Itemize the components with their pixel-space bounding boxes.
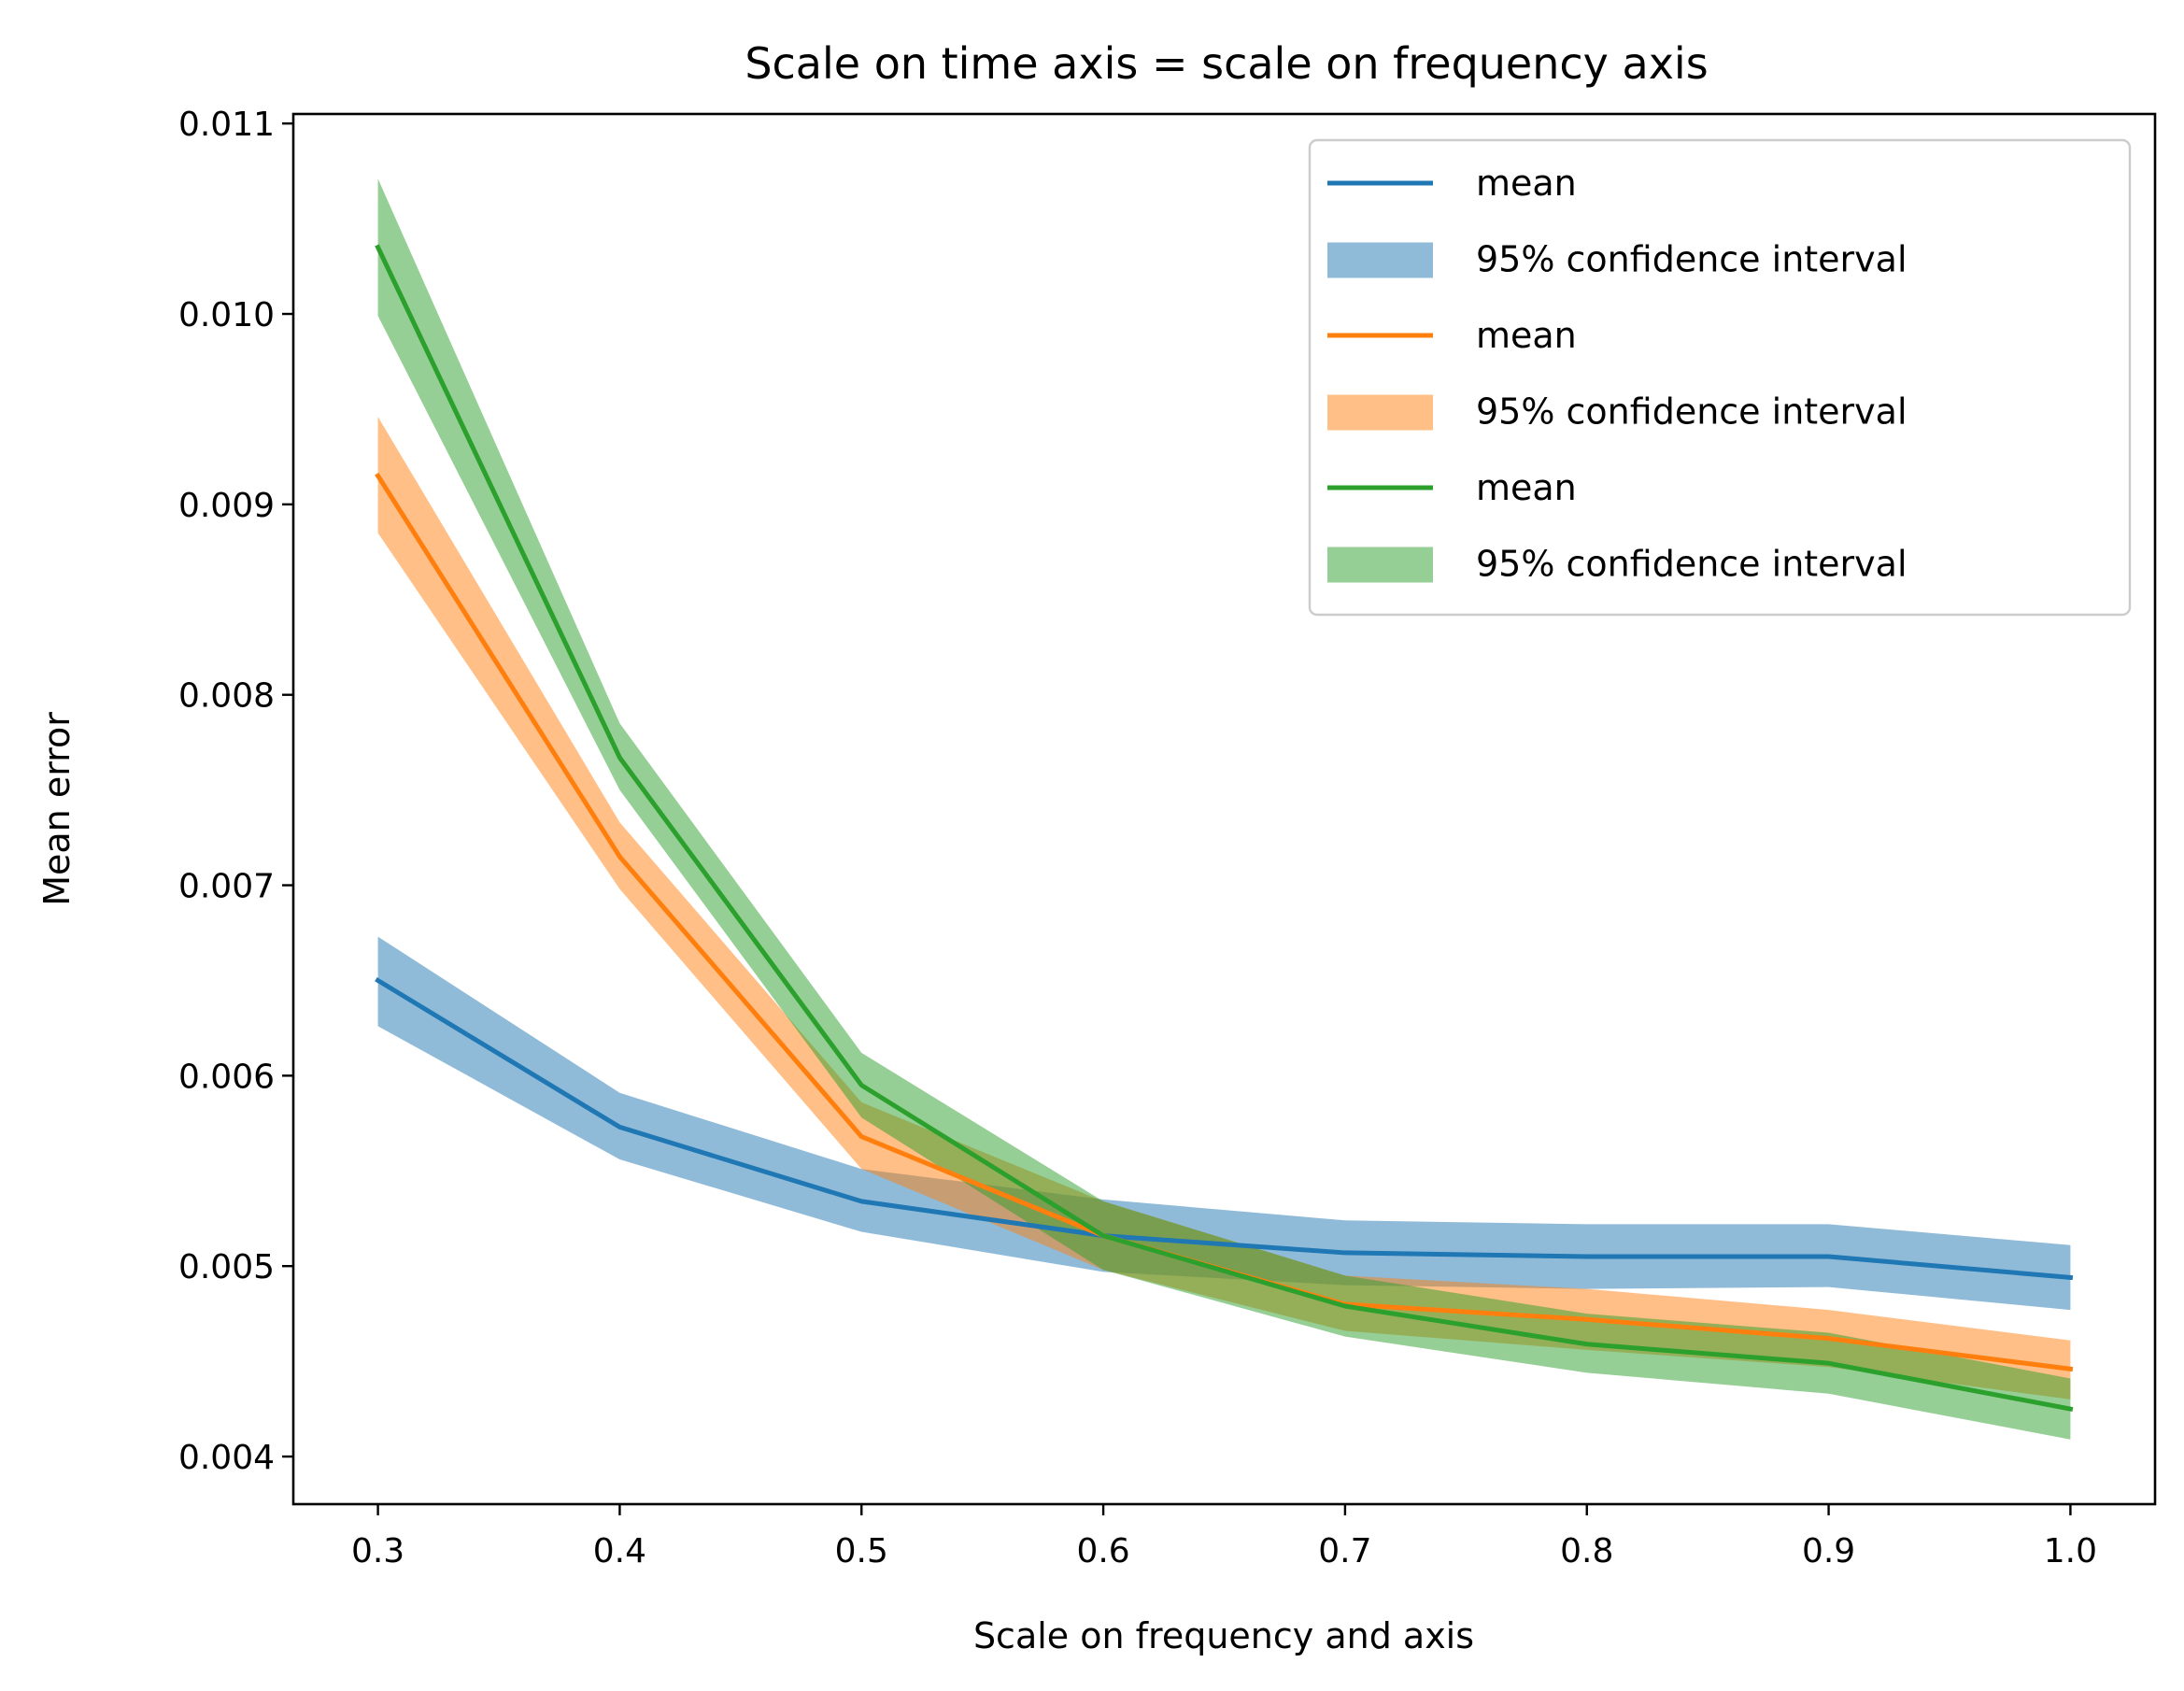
- legend-label-mean-3: mean: [1476, 467, 1577, 508]
- legend-label-mean-2: mean: [1476, 315, 1577, 356]
- legend-label-mean-1: mean: [1476, 163, 1577, 204]
- x-axis-ticks: 0.3 0.4 0.5 0.6 0.7 0.8 0.9 1.0: [351, 1504, 2097, 1570]
- legend-label-ci-2: 95% confidence interval: [1476, 391, 1907, 433]
- y-axis-ticks: 0.004 0.005 0.006 0.007 0.008 0.009 0.010 0.011: [178, 106, 293, 1477]
- plot-frame: [291, 112, 2157, 1506]
- legend: mean 95% confidence interval mean 95% confi…: [1308, 138, 2132, 617]
- chart-title: Scale on time axis = scale on frequency …: [745, 38, 1708, 89]
- legend-band-swatch-3: [1327, 547, 1433, 583]
- x-tick-label: 0.8: [1560, 1532, 1613, 1570]
- x-tick-label: 0.5: [835, 1532, 888, 1570]
- y-tick-label: 0.008: [178, 677, 275, 716]
- legend-band-swatch-1: [1327, 242, 1433, 278]
- legend-box: [1308, 138, 2132, 617]
- confidence-bands: [377, 178, 2071, 1440]
- y-tick-label: 0.005: [178, 1248, 275, 1286]
- legend-label-ci-3: 95% confidence interval: [1476, 544, 1907, 585]
- x-tick-label: 0.9: [1802, 1532, 1855, 1570]
- mean-line-series-3: [375, 244, 2074, 1413]
- x-axis-label: Scale on frequency and axis: [973, 1615, 1474, 1656]
- y-tick-label: 0.010: [178, 296, 275, 334]
- y-tick-label: 0.004: [178, 1439, 275, 1477]
- legend-band-swatch-2: [1327, 394, 1433, 431]
- y-tick-label: 0.011: [178, 106, 275, 144]
- legend-label-ci-1: 95% confidence interval: [1476, 239, 1907, 280]
- x-tick-label: 0.4: [593, 1532, 646, 1570]
- x-tick-label: 0.6: [1076, 1532, 1129, 1570]
- x-tick-label: 1.0: [2044, 1532, 2097, 1570]
- confidence-band-series-1: [377, 936, 2071, 1311]
- y-tick-label: 0.006: [178, 1058, 275, 1096]
- mean-line-series-1: [375, 977, 2074, 1281]
- y-tick-label: 0.007: [178, 868, 275, 906]
- y-tick-label: 0.009: [178, 487, 275, 525]
- y-axis-label: Mean error: [36, 712, 78, 906]
- x-tick-label: 0.7: [1318, 1532, 1371, 1570]
- x-tick-label: 0.3: [351, 1532, 404, 1570]
- mean-lines: [375, 244, 2074, 1413]
